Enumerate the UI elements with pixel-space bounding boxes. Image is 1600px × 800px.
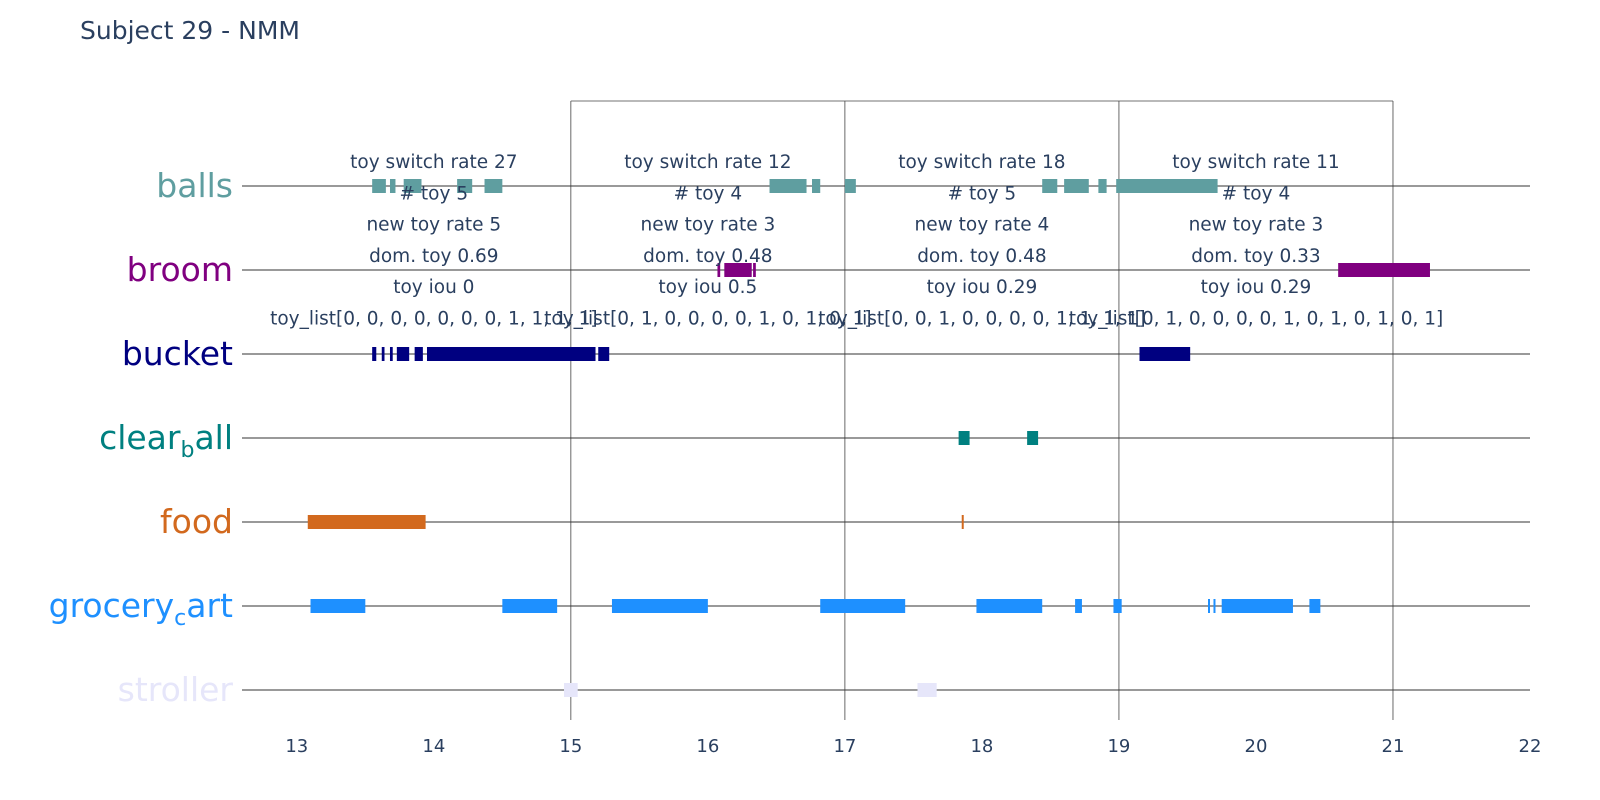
annotation-line: toy_list[0, 0, 1, 0, 0, 0, 0, 1, 1, 1, 1… [818, 309, 1145, 330]
annotation-line: toy iou 0.29 [1201, 277, 1312, 298]
segment-bucket [396, 347, 410, 361]
segment-balls [1116, 179, 1218, 193]
annotation-line: toy switch rate 11 [1172, 152, 1339, 173]
x-tick-label: 14 [422, 736, 445, 757]
segment-bucket [372, 347, 377, 361]
segment-balls [844, 179, 856, 193]
y-label-broom: broom [127, 250, 233, 289]
annotation-line: # toy 4 [674, 183, 743, 204]
segment-bucket [1139, 347, 1191, 361]
chart-title: Subject 29 - NMM [80, 16, 300, 45]
segment-grocery_cart [1113, 599, 1122, 613]
segment-grocery_cart [502, 599, 558, 613]
segment-broom [1338, 263, 1430, 277]
annotation-line: new toy rate 5 [366, 215, 501, 236]
segment-bucket [381, 347, 385, 361]
y-label-grocery_cart: grocerycart [49, 586, 233, 631]
segment-grocery_cart [1221, 599, 1293, 613]
x-tick-label: 20 [1245, 736, 1268, 757]
y-label-food: food [160, 502, 233, 541]
segment-grocery_cart [976, 599, 1043, 613]
annotation-line: toy switch rate 27 [350, 152, 517, 173]
x-tick-label: 21 [1382, 736, 1405, 757]
segment-balls [372, 179, 386, 193]
segment-bucket [414, 347, 423, 361]
segment-grocery_cart [1309, 599, 1321, 613]
y-axis-labels: balls broom bucket clearball food grocerycart… [49, 166, 234, 709]
segment-food [307, 515, 426, 529]
segment-balls [457, 179, 473, 193]
y-label-stroller: stroller [118, 670, 234, 709]
annotation-line: dom. toy 0.48 [643, 246, 772, 267]
segment-balls [389, 179, 396, 193]
segment-bucket [426, 347, 596, 361]
activity-segments [307, 179, 1430, 697]
segment-grocery_cart [310, 599, 366, 613]
annotation-line: dom. toy 0.33 [1191, 246, 1320, 267]
segment-stroller [564, 683, 578, 697]
x-tick-label: 19 [1107, 736, 1130, 757]
x-tick-label: 15 [559, 736, 582, 757]
segment-clear_ball [958, 431, 970, 445]
segment-grocery_cart [820, 599, 906, 613]
segment-bucket [598, 347, 610, 361]
segment-grocery_cart [1213, 599, 1216, 613]
segment-balls [812, 179, 821, 193]
segment-grocery_cart [611, 599, 708, 613]
segment-grocery_cart [1075, 599, 1082, 613]
annotation-line: toy iou 0.5 [658, 277, 757, 298]
x-tick-label: 22 [1519, 736, 1542, 757]
y-label-bucket: bucket [122, 334, 233, 373]
window-annotations: toy switch rate 27 # toy 5 new toy rate 5 d… [270, 152, 1443, 330]
segment-clear_ball [1027, 431, 1039, 445]
y-label-clear_ball: clearball [99, 418, 233, 463]
x-tick-label: 17 [833, 736, 856, 757]
annotation-line: # toy 5 [948, 183, 1017, 204]
x-tick-label: 16 [696, 736, 719, 757]
segment-broom [717, 263, 721, 277]
annotation-line: # toy 4 [1222, 183, 1291, 204]
annotation-line: toy iou 0 [393, 277, 474, 298]
annotation-line: toy_list[0, 1, 0, 0, 0, 0, 1, 0, 1, 0, 1… [1069, 309, 1444, 330]
x-axis-ticks: 13 14 15 16 17 18 19 20 21 22 [285, 736, 1541, 757]
segment-grocery_cart [1208, 599, 1210, 613]
annotation-line: toy switch rate 12 [624, 152, 791, 173]
segment-balls [484, 179, 503, 193]
annotation-line: dom. toy 0.69 [369, 246, 498, 267]
annotation-line: new toy rate 3 [640, 215, 775, 236]
x-tick-label: 13 [285, 736, 308, 757]
segment-stroller [917, 683, 937, 697]
annotation-line: toy_list[0, 1, 0, 0, 0, 0, 1, 0, 1, 0, 1… [544, 309, 871, 330]
segment-broom [724, 263, 752, 277]
annotation-line: toy switch rate 18 [898, 152, 1065, 173]
segment-balls [403, 179, 422, 193]
annotation-line: toy iou 0.29 [927, 277, 1038, 298]
segment-broom [753, 263, 756, 277]
segment-balls [769, 179, 807, 193]
annotation-line: dom. toy 0.48 [917, 246, 1046, 267]
segment-balls [1064, 179, 1089, 193]
point-mark-food [961, 515, 964, 529]
window-boundaries [570, 100, 1394, 720]
annotation-line: # toy 5 [400, 183, 469, 204]
segment-balls [1042, 179, 1058, 193]
annotation-line: new toy rate 3 [1189, 215, 1324, 236]
segment-balls [1098, 179, 1107, 193]
segment-bucket [389, 347, 393, 361]
y-label-balls: balls [156, 166, 233, 205]
x-tick-label: 18 [970, 736, 993, 757]
annotation-line: toy_list[0, 0, 0, 0, 0, 0, 0, 1, 1, 1, 1… [270, 309, 597, 330]
annotation-line: new toy rate 4 [915, 215, 1050, 236]
